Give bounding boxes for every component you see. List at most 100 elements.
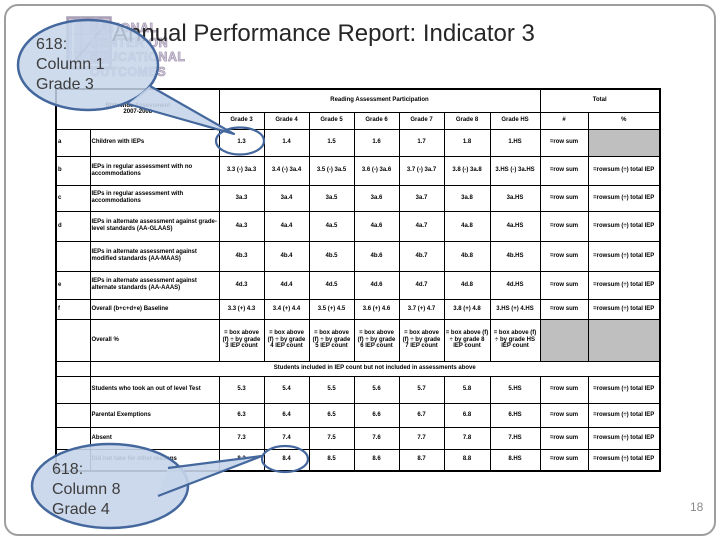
cell-value: 8.4	[263, 448, 310, 472]
cell-value	[587, 128, 661, 157]
cell-value: 3a.4	[263, 184, 310, 212]
cell-value: 8.7	[398, 448, 445, 472]
cell-value: 6.3	[218, 402, 265, 428]
cell-value: 7.5	[308, 426, 355, 450]
cell-value: 4d.3	[218, 270, 265, 300]
total-header: Total	[539, 88, 661, 113]
cell-value: 1.5	[308, 128, 355, 157]
cell-value: 3.5 (+) 4.5	[308, 298, 355, 320]
cell-value: 7.8	[443, 426, 491, 450]
cell-value: 4b.5	[308, 240, 355, 272]
cell-value: 1.6	[353, 128, 400, 157]
table-row: IEPs in alternate assessment against mod…	[55, 240, 661, 272]
cell-value: 3.8 (+) 4.8	[443, 298, 491, 320]
corner-header: Statewide Assessment 2007-2008	[55, 88, 220, 130]
page-number: 18	[690, 500, 704, 514]
table-row: Did not take for other reasons 8.3 8.4 8.5 8…	[55, 448, 661, 472]
cell-value: 4a.6	[353, 210, 400, 242]
cell-value: 3.3 (+) 4.3	[218, 298, 265, 320]
col-header-grade7: Grade 7	[398, 111, 445, 130]
assessment-table: Statewide Assessment 2007-2008 Reading A…	[55, 88, 661, 472]
callout-top-text: 618: Column 1 Grade 3	[36, 36, 105, 93]
table-row: e IEPs in alternate assessment against al…	[55, 270, 661, 300]
cell-value: =rowsum (÷) total IEP	[587, 298, 661, 320]
cell-value: 4d.6	[353, 270, 400, 300]
cell-value: =row sum	[539, 402, 589, 428]
row-label: Absent	[89, 426, 220, 450]
section-header: Students included in IEP count but not i…	[89, 360, 661, 377]
cell-value: =rowsum (÷) total IEP	[587, 426, 661, 450]
table-row: Overall % = box above (f) ÷ by grade 3 IE…	[55, 318, 661, 362]
cell-value: =rowsum (÷) total IEP	[587, 448, 661, 472]
col-header-percent: %	[587, 111, 661, 130]
cell-value: 4d.5	[308, 270, 355, 300]
table-row: d IEPs in alternate assessment against gr…	[55, 210, 661, 242]
page-title: Annual Performance Report: Indicator 3	[112, 20, 535, 47]
cell-value: 1.4	[263, 128, 310, 157]
row-letter	[55, 318, 91, 362]
table-row: Parental Exemptions 6.3 6.4 6.5 6.6 6.7 6.8 6.H…	[55, 402, 661, 428]
table-row: b IEPs in regular assessment with no acco…	[55, 155, 661, 186]
row-letter: e	[55, 270, 91, 300]
row-label: IEPs in alternate assessment against gra…	[89, 210, 220, 242]
cell-value: 7.HS	[489, 426, 541, 450]
cell-value: 6.4	[263, 402, 310, 428]
col-header-grade8: Grade 8	[443, 111, 491, 130]
cell-value: 5.3	[218, 375, 265, 404]
cell-value: = box above (f) ÷ by grade 4 IEP count	[263, 318, 310, 362]
table-body: a Children with IEPs 1.3 1.4 1.5 1.6 1.7 1.8 1.H…	[55, 128, 661, 472]
cell-value: 5.7	[398, 375, 445, 404]
cell-value: 6.HS	[489, 402, 541, 428]
cell-value: 7.3	[218, 426, 265, 450]
row-label: Children with IEPs	[89, 128, 220, 157]
cell-value: 3a.7	[398, 184, 445, 212]
cell-value: 3.3 (-) 3a.3	[218, 155, 265, 186]
cell-value: = box above (f) ÷ by grade 5 IEP count	[308, 318, 355, 362]
cell-value: 3.6 (+) 4.6	[353, 298, 400, 320]
cell-value: 4b.7	[398, 240, 445, 272]
cell-value: 3.7 (-) 3a.7	[398, 155, 445, 186]
cell-value: 4b.4	[263, 240, 310, 272]
cell-value: 3.4 (+) 4.4	[263, 298, 310, 320]
row-label: IEPs in regular assessment with accommod…	[89, 184, 220, 212]
cell-value: 5.8	[443, 375, 491, 404]
cell-value: =row sum	[539, 184, 589, 212]
row-letter: b	[55, 155, 91, 186]
cell-value: 4a.3	[218, 210, 265, 242]
row-letter: a	[55, 128, 91, 157]
cell-value: 8.8	[443, 448, 491, 472]
table-row: Students who took an out of level Test 5.…	[55, 375, 661, 404]
cell-value: =rowsum (÷) total IEP	[587, 402, 661, 428]
cell-value: 3.HS (-) 3a.HS	[489, 155, 541, 186]
cell-value: 3.5 (-) 3a.5	[308, 155, 355, 186]
table-row: Absent 7.3 7.4 7.5 7.6 7.7 7.8 7.HS =row sum =row…	[55, 426, 661, 450]
row-letter: f	[55, 298, 91, 320]
cell-value: = box above (f) ÷ by grade 7 IEP count	[398, 318, 445, 362]
cell-value: 1.7	[398, 128, 445, 157]
row-label: Students who took an out of level Test	[89, 375, 220, 404]
cell-value: 5.5	[308, 375, 355, 404]
cell-value: 7.7	[398, 426, 445, 450]
cell-value: 3.4 (-) 3a.4	[263, 155, 310, 186]
cell-value: 5.4	[263, 375, 310, 404]
cell-value: 3a.6	[353, 184, 400, 212]
row-letter	[55, 402, 91, 428]
cell-value: = box above (f) ÷ by grade 3 IEP count	[218, 318, 265, 362]
cell-value: 8.HS	[489, 448, 541, 472]
row-label: IEPs in regular assessment with no accom…	[89, 155, 220, 186]
cell-value: =rowsum (÷) total IEP	[587, 155, 661, 186]
cell-value: 4b.HS	[489, 240, 541, 272]
cell-value: 3a.3	[218, 184, 265, 212]
col-header-grade6: Grade 6	[353, 111, 400, 130]
row-label: IEPs in alternate assessment against alt…	[89, 270, 220, 300]
cell-value: 4d.8	[443, 270, 491, 300]
cell-value: 4a.5	[308, 210, 355, 242]
col-header-grade4: Grade 4	[263, 111, 310, 130]
row-label: IEPs in alternate assessment against mod…	[89, 240, 220, 272]
cell-value: =row sum	[539, 210, 589, 242]
section-header-row: Students included in IEP count but not i…	[55, 360, 661, 377]
row-letter: d	[55, 210, 91, 242]
row-letter	[55, 375, 91, 404]
cell-value: =row sum	[539, 375, 589, 404]
table-row: a Children with IEPs 1.3 1.4 1.5 1.6 1.7 1.8 1.H…	[55, 128, 661, 157]
